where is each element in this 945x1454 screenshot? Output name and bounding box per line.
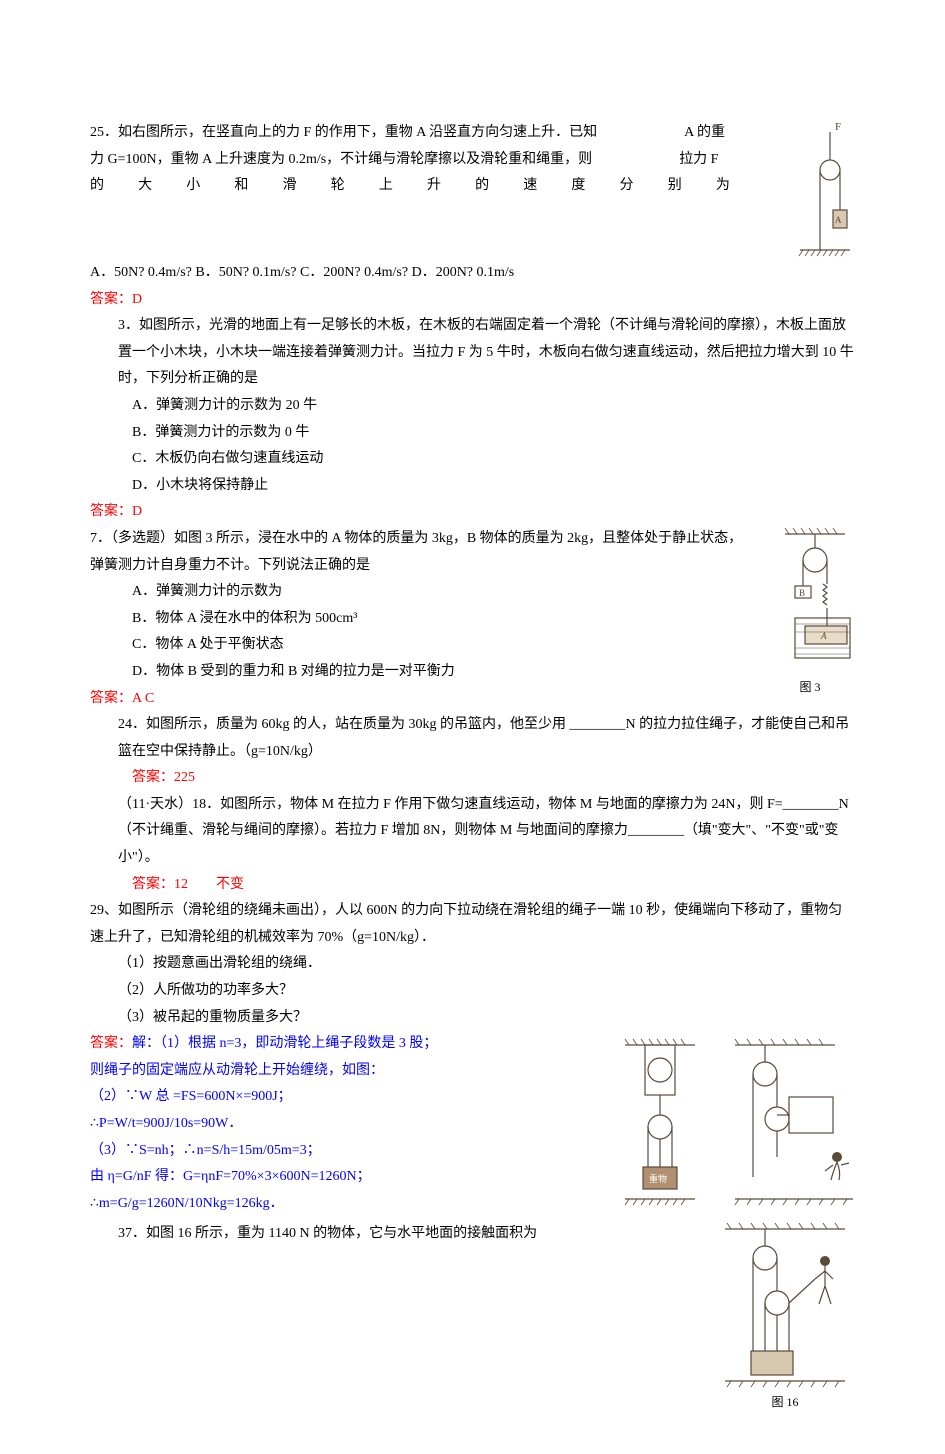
q18-text: 如图所示，物体 M 在拉力 F 作用下做匀速直线运动，物体 M 与地面的摩擦力为… [118,797,849,865]
q25-number: 25． [90,125,118,140]
q29-body: 29、如图所示（滑轮组的绕绳未画出），人以 600N 的力向下拉动绕在滑轮组的绳… [90,898,855,951]
q25-answer: 答案：D [90,287,855,314]
q29-sol2: 则绳子的固定端应从动滑轮上开始缠绕，如图： [90,1058,605,1085]
q37-figure: 图 16 [715,1221,855,1414]
q29-number: 29、 [90,903,118,918]
q29-block: 29、如图所示（滑轮组的绕绳未画出），人以 600N 的力向下拉动绕在滑轮组的绳… [90,898,855,1217]
q18-answer-line: 答案：12 不变 [90,872,855,899]
q25-l1-post: A 的重 [684,125,725,140]
q3-number: 3． [118,318,139,333]
q29-sol4: ∴P=W/t=900J/10s=90W． [90,1111,605,1138]
svg-text:B: B [799,588,805,598]
q7-optD: D．物体 B 受到的重力和 B 对绳的拉力是一对平衡力 [90,659,855,686]
q18-answer-label: 答案： [132,877,174,892]
q25-options: A．50N? 0.4m/s? B．50N? 0.1m/s? C．200N? 0.… [90,260,855,287]
q18-block: （11·天水）18．如图所示，物体 M 在拉力 F 作用下做匀速直线运动，物体 … [90,792,855,898]
q25-l2-pre: 力 G=100N，重物 A 上升速度为 0.2m/s，不计绳与滑轮摩擦以及滑轮重… [90,152,592,167]
q24-text: 如图所示，质量为 60kg 的人，站在质量为 30kg 的吊篮内，他至少用 __… [118,717,849,759]
q29-sub1: （1）按题意画出滑轮组的绕绳． [90,951,855,978]
q29-sol5: （3）∵S=nh；∴n=S/h=15m/05m=3； [90,1138,605,1165]
q25-l2-post: 拉力 F [679,152,718,167]
q7-optA: A．弹簧测力计的示数为 [90,579,855,606]
svg-text:重物: 重物 [649,1173,667,1184]
q24-body: 24．如图所示，质量为 60kg 的人，站在质量为 30kg 的吊篮内，他至少用… [90,712,855,765]
q29-sol7: ∴m=G/g=1260N/10Nkg=126kg． [90,1191,605,1218]
q24-answer: 答案：225 [90,765,855,792]
q25-fig-F: F [835,121,841,133]
q18-body: （11·天水）18．如图所示，物体 M 在拉力 F 作用下做匀速直线运动，物体 … [90,792,855,872]
q7-number: 7． [90,531,111,546]
q7-optC: C．物体 A 处于平衡状态 [90,632,855,659]
q3-block: 3．如图所示，光滑的地面上有一足够长的木板，在木板的右端固定着一个滑轮（不计绳与… [90,313,855,526]
q7-optB: B．物体 A 浸在水中的体积为 500cm³ [90,606,855,633]
q25-figure: F A [785,120,855,260]
q25-line1: 25．如右图所示，在竖直向上的力 F 的作用下，重物 A 沿竖直方向匀速上升．已… [90,120,855,147]
q29-sol6: 由 η=G/nF 得：G=ηnF=70%×3×600N=1260N； [90,1164,605,1191]
q37-number: 37． [118,1226,146,1241]
q25-block: F A 25． [90,120,855,313]
q3-optD: D．小木块将保持静止 [90,473,855,500]
svg-text:A: A [820,631,827,641]
q7-answer: 答案：A C [90,686,855,713]
q29-sol3: （2）∵W 总 =FS=600N×=900J； [90,1084,605,1111]
q24-number: 24． [118,717,146,732]
q18-answer-values: 12 不变 [174,877,244,892]
q7-body: 7．（多选题）如图 3 所示，浸在水中的 A 物体的质量为 3kg，B 物体的质… [90,526,855,579]
q25-line2: 力 G=100N，重物 A 上升速度为 0.2m/s，不计绳与滑轮摩擦以及滑轮重… [90,147,855,174]
q29-fig1: 重物 [615,1037,705,1215]
q7-block: B A 图 3 7．（多选题）如图 3 所示，浸在水中的 A 物体的质量为 3k… [90,526,855,712]
svg-text:A: A [835,215,842,225]
q3-optA: A．弹簧测力计的示数为 20 牛 [90,393,855,420]
q37-fig-label: 图 16 [715,1391,855,1414]
document-page: F A 25． [0,0,945,1454]
q3-body: 3．如图所示，光滑的地面上有一足够长的木板，在木板的右端固定着一个滑轮（不计绳与… [90,313,855,393]
q29-fig2 [725,1037,855,1215]
q24-block: 24．如图所示，质量为 60kg 的人，站在质量为 30kg 的吊篮内，他至少用… [90,712,855,792]
q3-optC: C．木板仍向右做匀速直线运动 [90,446,855,473]
q29-sol1: 解：（1）根据 n=3，即动滑轮上绳子段数是 3 股； [132,1036,437,1051]
q3-answer: 答案：D [90,499,855,526]
q37-text: 如图 16 所示，重为 1140 N 的物体，它与水平地面的接触面积为 [146,1226,537,1241]
q25-line3: 的 大 小 和 滑 轮 上 升 的 速 度 分 别 为 [90,173,730,200]
q29-ans-label: 答案： [90,1036,132,1051]
q7-fig-label: 图 3 [765,676,855,699]
q7-figure: B A 图 3 [765,526,855,699]
q7-text: （多选题）如图 3 所示，浸在水中的 A 物体的质量为 3kg，B 物体的质量为… [90,531,742,573]
q3-text: 如图所示，光滑的地面上有一足够长的木板，在木板的右端固定着一个滑轮（不计绳与滑轮… [118,318,854,386]
q3-optB: B．弹簧测力计的示数为 0 牛 [90,420,855,447]
q29-text: 如图所示（滑轮组的绕绳未画出），人以 600N 的力向下拉动绕在滑轮组的绳子一端… [90,903,842,945]
q29-figures: 重物 [615,1037,855,1215]
q29-sol-lead: 答案：解：（1）根据 n=3，即动滑轮上绳子段数是 3 股； [90,1031,605,1058]
q37-block: 图 16 37．如图 16 所示，重为 1140 N 的物体，它与水平地面的接触… [90,1221,855,1414]
q18-prefix: （11·天水）18． [118,797,220,812]
q29-sub3: （3）被吊起的重物质量多大？ [90,1005,855,1032]
q29-sub2: （2）人所做功的功率多大？ [90,978,855,1005]
q25-l1-pre: 如右图所示，在竖直向上的力 F 的作用下，重物 A 沿竖直方向匀速上升．已知 [118,125,597,140]
